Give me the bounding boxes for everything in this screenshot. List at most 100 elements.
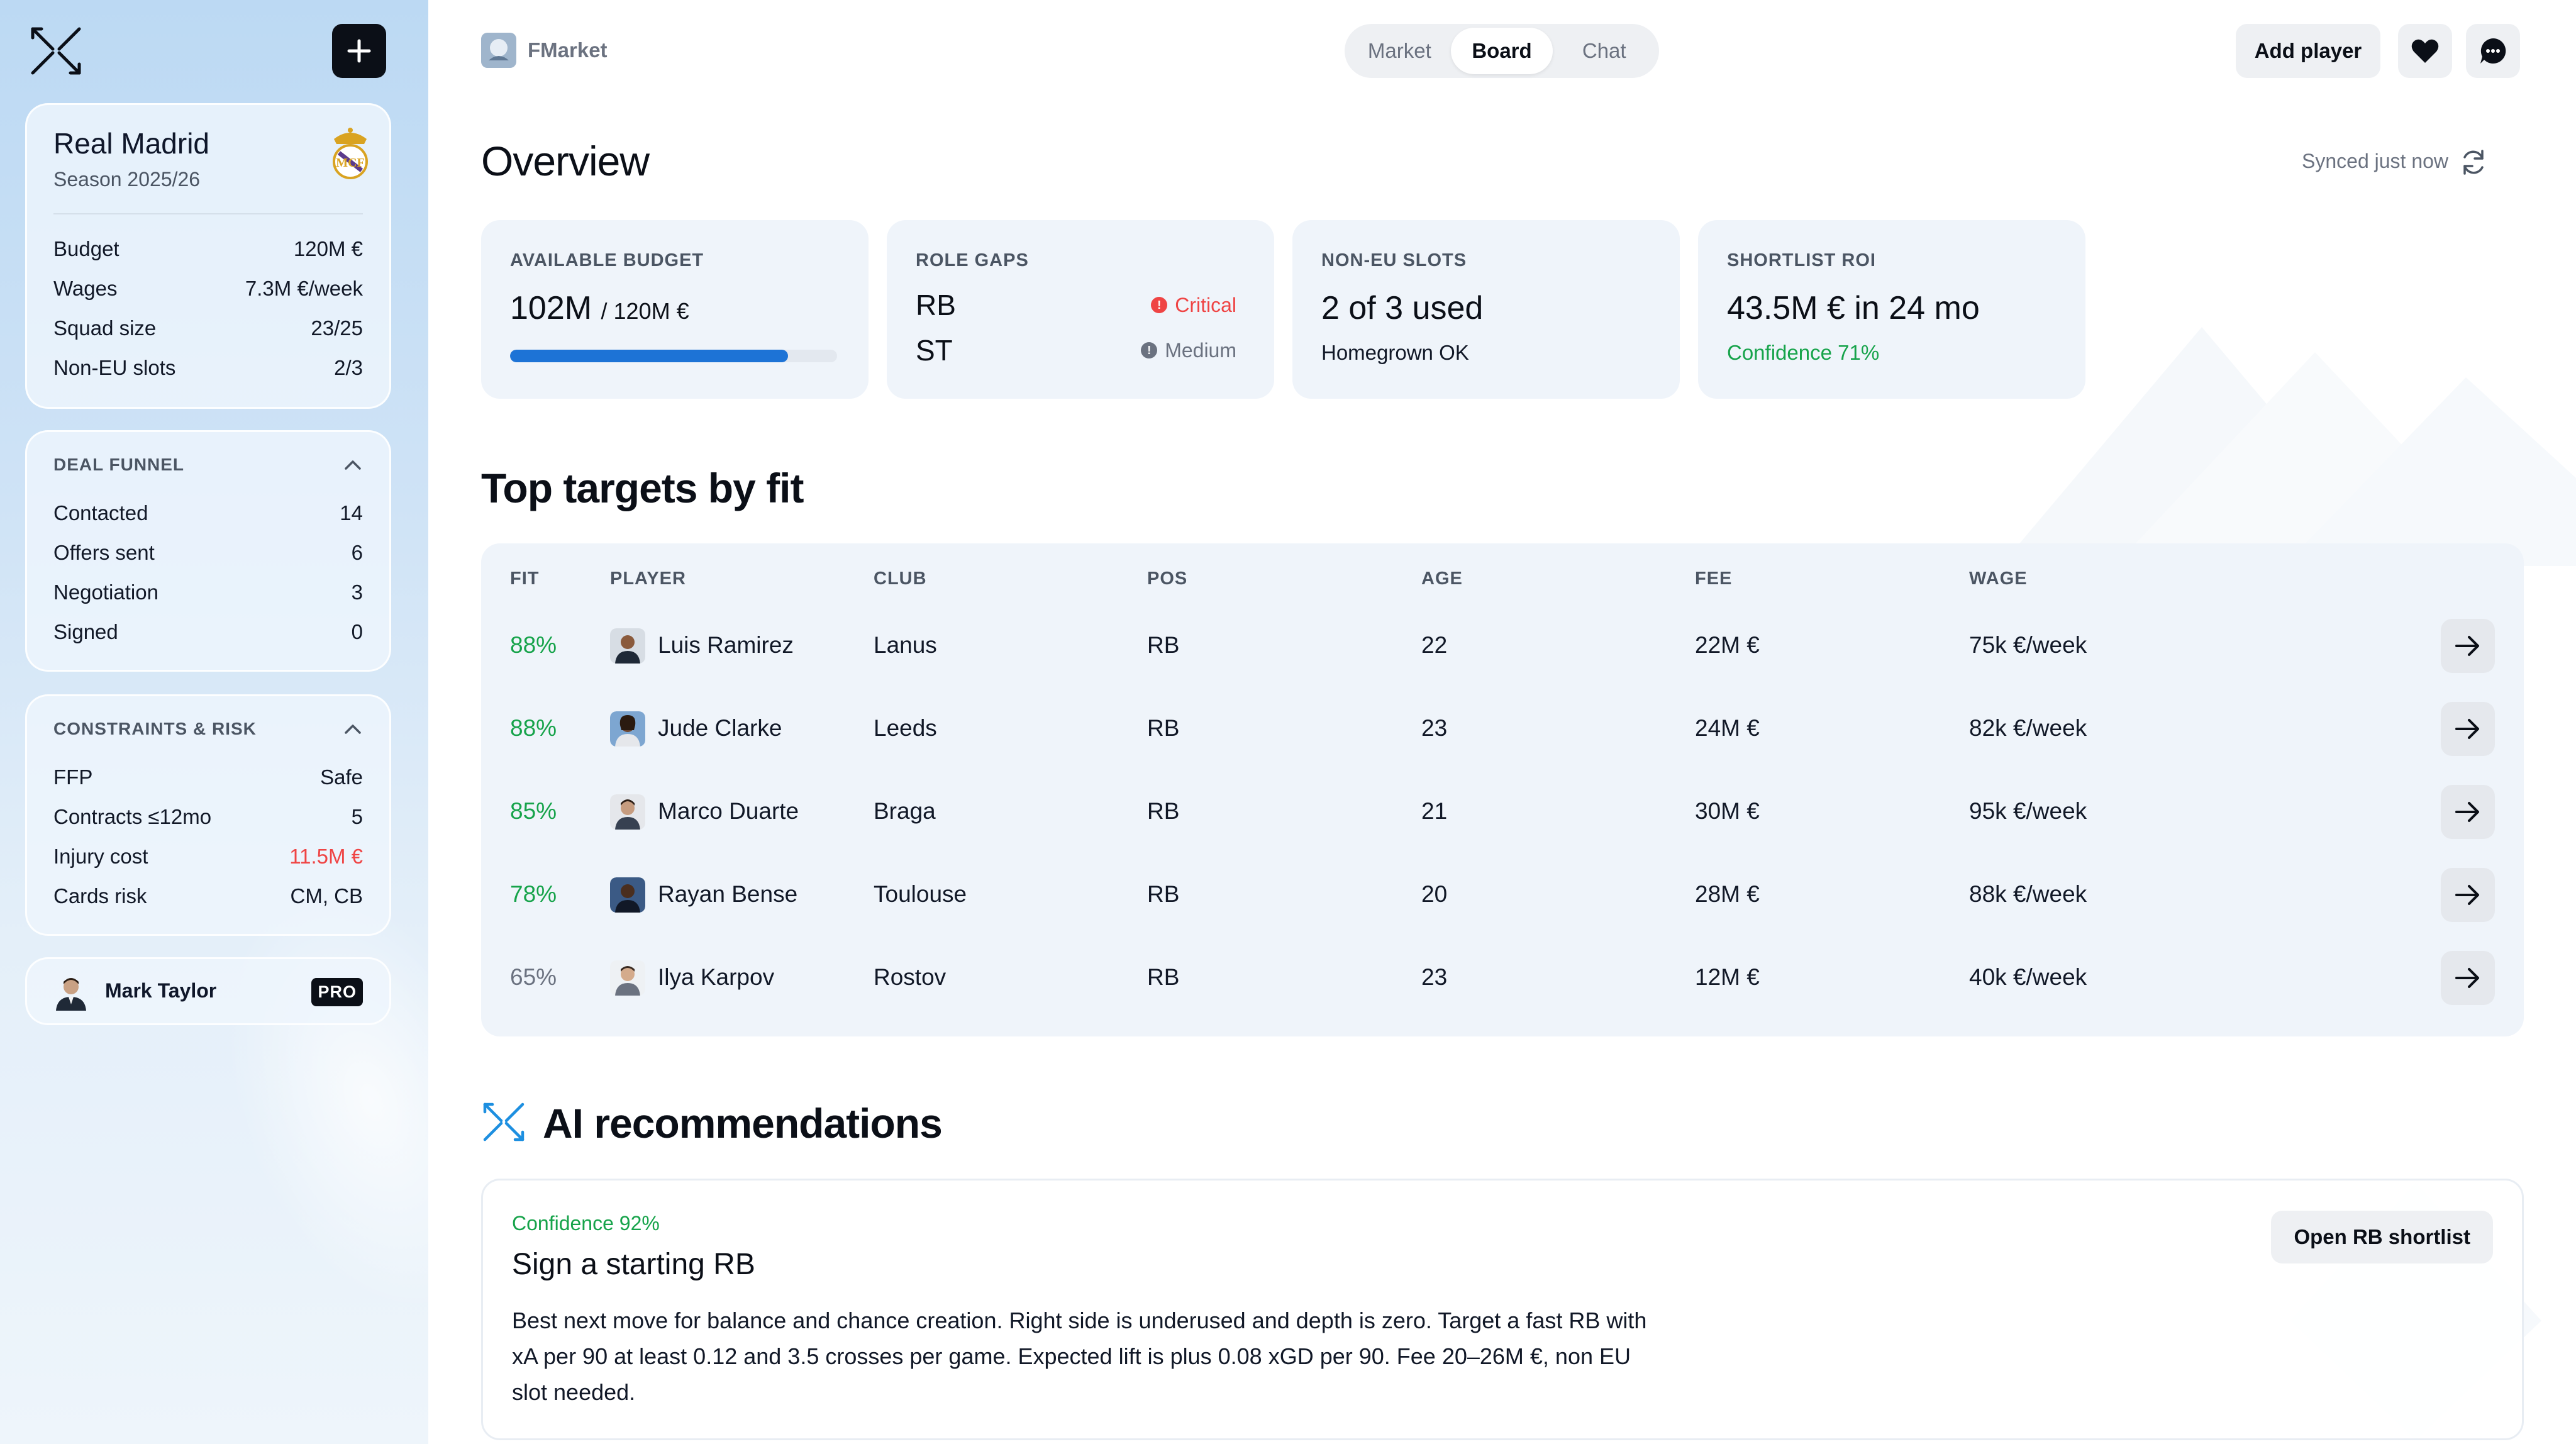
funnel-item-contacted: Contacted 14 [53,501,363,525]
column-header-club[interactable]: CLUB [874,569,927,589]
table-row[interactable]: 88% Luis Ramirez Lanus RB 22 22M € 75k €… [481,604,2524,687]
tab-chat[interactable]: Chat [1582,39,1626,62]
brand[interactable]: FMarket [481,33,608,68]
player-fee: 30M € [1695,798,1760,824]
player-wage: 75k €/week [1969,632,2087,658]
table-row[interactable]: 85% Marco Duarte Braga RB 21 30M € 95k €… [481,770,2524,853]
chevron-up-icon[interactable] [344,458,362,471]
role-gap-severity: ! Medium [1141,339,1236,362]
player-position: RB [1147,798,1180,824]
player-name: Ilya Karpov [658,964,775,990]
table-row[interactable]: 88% Jude Clarke Leeds RB 23 24M € 82k €/… [481,687,2524,770]
chat-bubble-icon [2480,38,2506,64]
arrow-right-icon [2455,719,2479,739]
add-player-button[interactable]: Add player [2236,24,2380,78]
ai-sparkle-icon [483,1102,525,1141]
deal-funnel-title: DEAL FUNNEL [53,455,185,474]
risk-item-contracts: Contracts ≤12mo 5 [53,805,363,828]
user-name: Mark Taylor [105,979,217,1002]
player-avatar [610,877,645,913]
chevron-up-icon[interactable] [344,723,362,735]
deal-funnel-card: DEAL FUNNEL Contacted 14 Offers sent 6 N… [25,430,391,672]
column-header-pos[interactable]: POS [1147,569,1188,589]
app-logo-icon[interactable] [28,23,84,79]
tab-market[interactable]: Market [1367,39,1431,62]
player-wage: 95k €/week [1969,798,2087,824]
player-position: RB [1147,964,1180,990]
recommendation-card: Confidence 92% Sign a starting RB Best n… [481,1179,2524,1440]
kpi-label: AVAILABLE BUDGET [510,250,704,270]
open-player-button[interactable] [2441,785,2495,839]
risk-item-cards-risk: Cards risk CM, CB [53,884,363,908]
column-header-player[interactable]: PLAYER [610,569,686,589]
alert-icon: ! [1141,342,1158,358]
player-wage: 82k €/week [1969,715,2087,741]
column-header-wage[interactable]: WAGE [1969,569,2028,589]
open-player-button[interactable] [2441,619,2495,673]
chat-button[interactable] [2466,24,2520,78]
player-club: Rostov [874,964,947,990]
club-card: Real Madrid Season 2025/26 MCF Budget 12… [25,103,391,409]
view-switcher: Market Board Chat [1345,24,1659,78]
fit-score: 85% [510,798,557,824]
player-age: 22 [1421,632,1448,658]
main-content: FMarket Market Board Chat Add player Ove… [428,0,2576,1444]
ai-recommendations-title: AI recommendations [543,1100,943,1147]
budget-progress-bar [510,350,837,362]
club-name: Real Madrid [53,127,209,160]
constraints-risk-card: CONSTRAINTS & RISK FFP Safe Contracts ≤1… [25,694,391,936]
open-player-button[interactable] [2441,868,2495,922]
sidebar: Real Madrid Season 2025/26 MCF Budget 12… [0,0,428,1444]
tab-board[interactable]: Board [1450,28,1553,74]
arrow-right-icon [2455,802,2479,822]
refresh-icon[interactable] [2458,147,2489,177]
new-item-button[interactable] [332,24,386,78]
top-targets-title: Top targets by fit [481,465,804,511]
overview-title: Overview [481,138,650,184]
funnel-item-negotiation: Negotiation 3 [53,580,363,604]
targets-table: FIT PLAYER CLUB POS AGE FEE WAGE 88% Lui… [481,543,2524,1036]
player-age: 20 [1421,881,1448,907]
kpi-role-gaps: ROLE GAPS RB ! Critical ST ! Medium [887,220,1274,399]
fit-score: 65% [510,964,557,990]
table-row[interactable]: 78% Rayan Bense Toulouse RB 20 28M € 88k… [481,853,2524,936]
open-rb-shortlist-button[interactable]: Open RB shortlist [2271,1211,2493,1264]
fit-score: 88% [510,715,557,741]
fit-score: 88% [510,632,557,658]
player-fee: 22M € [1695,632,1760,658]
column-header-age[interactable]: AGE [1421,569,1463,589]
player-position: RB [1147,632,1180,658]
player-club: Braga [874,798,936,824]
kpi-label: ROLE GAPS [916,250,1029,270]
player-name: Rayan Bense [658,881,798,907]
favorites-button[interactable] [2398,24,2452,78]
club-crest-icon: MCF [325,125,375,182]
player-avatar [610,794,645,830]
player-name: Luis Ramirez [658,632,794,658]
player-avatar [610,711,645,747]
club-stat-squad-size: Squad size 23/25 [53,316,363,340]
table-row[interactable]: 65% Ilya Karpov Rostov RB 23 12M € 40k €… [481,936,2524,1019]
budget-progress-fill [510,350,788,362]
plus-icon [347,39,371,63]
heart-icon [2411,39,2439,63]
kpi-shortlist-roi: SHORTLIST ROI 43.5M € in 24 mo Confidenc… [1698,220,2085,399]
player-wage: 88k €/week [1969,881,2087,907]
kpi-subtext: Confidence 71% [1727,341,1880,364]
user-profile-card[interactable]: Mark Taylor PRO [25,957,391,1025]
player-age: 23 [1421,964,1448,990]
player-position: RB [1147,881,1180,907]
column-header-fit[interactable]: FIT [510,569,540,589]
column-header-fee[interactable]: FEE [1695,569,1733,589]
funnel-item-offers-sent: Offers sent 6 [53,541,363,564]
open-player-button[interactable] [2441,702,2495,756]
fit-score: 78% [510,881,557,907]
recommendation-confidence: Confidence 92% [512,1212,660,1235]
kpi-non-eu-slots: NON-EU SLOTS 2 of 3 used Homegrown OK [1292,220,1680,399]
brand-logo-icon [481,33,516,68]
avatar [52,973,90,1011]
risk-item-ffp: FFP Safe [53,765,363,789]
club-season: Season 2025/26 [53,168,201,191]
open-player-button[interactable] [2441,951,2495,1005]
club-stat-budget: Budget 120M € [53,237,363,260]
